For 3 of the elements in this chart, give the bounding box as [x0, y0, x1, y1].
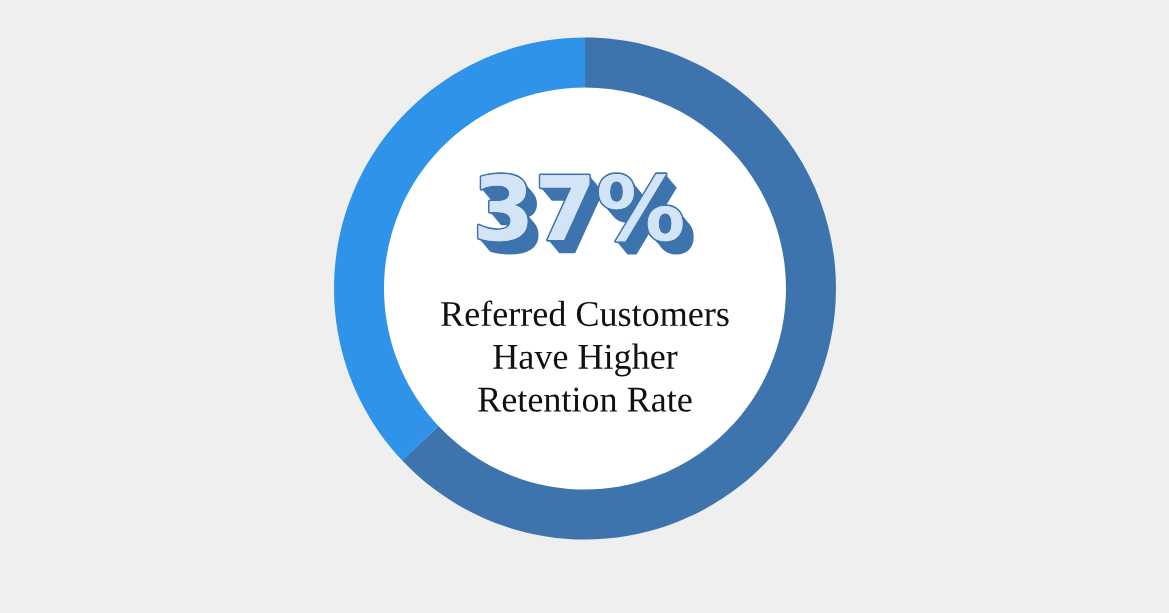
donut-slice — [402, 37, 836, 540]
text: Referred Customers Have Higher Retention Rate — [441, 300, 729, 412]
text: 37% — [478, 174, 694, 255]
